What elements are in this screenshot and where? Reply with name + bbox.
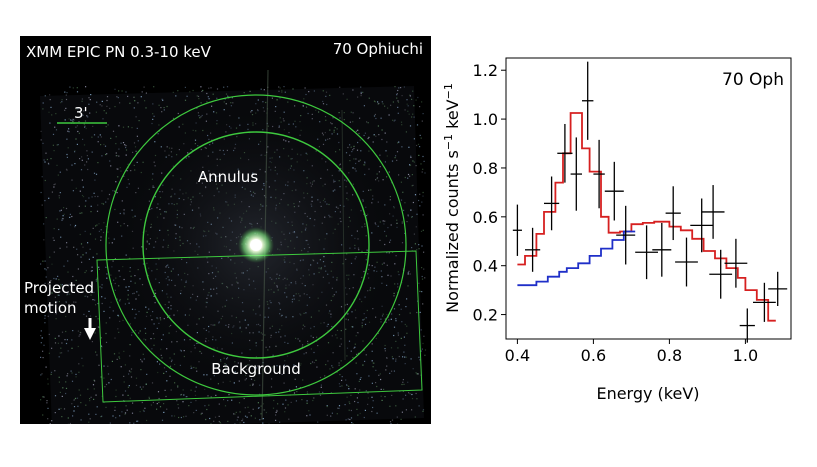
data-point bbox=[690, 198, 714, 253]
y-axis-label-main: Normalized counts s bbox=[443, 150, 462, 313]
source-core bbox=[250, 239, 262, 251]
annulus-region[interactable] bbox=[142, 131, 370, 359]
scale-label: 3' bbox=[74, 104, 88, 122]
data-point bbox=[724, 238, 748, 288]
y-tick-label: 0.2 bbox=[473, 306, 498, 325]
data-point bbox=[512, 204, 522, 256]
data-point bbox=[652, 222, 672, 277]
underlying-component-step-line bbox=[517, 230, 636, 287]
y-axis-label-exp2: −1 bbox=[442, 83, 455, 99]
annulus-label: Annulus bbox=[198, 168, 258, 186]
readout-streak-2 bbox=[341, 109, 346, 361]
data-point bbox=[570, 137, 582, 211]
chart-title: 70 Oph bbox=[722, 70, 784, 90]
data-point bbox=[709, 249, 733, 299]
data-point bbox=[604, 161, 624, 221]
x-axis-ticks: 0.4 0.6 0.8 1.0 bbox=[505, 339, 758, 365]
y-axis-label: Normalized counts s−1 keV−1 bbox=[442, 83, 462, 313]
plot-frame bbox=[505, 57, 792, 340]
y-axis-label-exp1: −1 bbox=[442, 134, 455, 150]
data-point bbox=[582, 61, 594, 140]
spectrum-chart: 0.2 0.4 0.6 0.8 1.0 1.2 0.4 0.6 0.8 1.0 70 Oph E… bbox=[442, 57, 792, 403]
y-tick-label: 1.0 bbox=[473, 110, 498, 129]
xray-image-panel: XMM EPIC PN 0.3-10 keV 70 Ophiuchi 3' An… bbox=[20, 36, 431, 424]
outer-circle-region[interactable] bbox=[105, 94, 407, 396]
x-axis-label: Energy (keV) bbox=[596, 384, 699, 403]
y-tick-label: 1.2 bbox=[473, 61, 498, 80]
data-point bbox=[616, 205, 636, 265]
data-point bbox=[768, 271, 788, 307]
y-axis-label-mid: keV bbox=[443, 99, 462, 134]
data-point bbox=[701, 185, 725, 239]
y-tick-label: 0.6 bbox=[473, 208, 498, 227]
data-point bbox=[675, 237, 698, 287]
data-point bbox=[525, 227, 541, 272]
data-point bbox=[544, 176, 560, 231]
y-tick-label: 0.4 bbox=[473, 257, 498, 276]
motion-label-line1: Projected bbox=[24, 279, 94, 297]
x-tick-label: 0.4 bbox=[505, 346, 530, 365]
x-tick-label: 0.6 bbox=[581, 346, 606, 365]
data-point bbox=[593, 139, 605, 209]
background-label: Background bbox=[211, 360, 301, 378]
image-title: XMM EPIC PN 0.3-10 keV bbox=[26, 43, 212, 61]
data-point bbox=[739, 308, 755, 343]
y-tick-label: 0.8 bbox=[473, 159, 498, 178]
x-tick-label: 1.0 bbox=[733, 346, 758, 365]
data-point bbox=[635, 225, 658, 280]
motion-label-line2: motion bbox=[24, 299, 77, 317]
data-points bbox=[512, 61, 788, 343]
data-point bbox=[665, 186, 681, 241]
y-axis-ticks: 0.2 0.4 0.6 0.8 1.0 1.2 bbox=[473, 61, 506, 325]
data-point bbox=[753, 282, 776, 322]
x-tick-label: 0.8 bbox=[657, 346, 682, 365]
data-point bbox=[557, 123, 573, 183]
background-box-region[interactable] bbox=[96, 250, 423, 403]
image-target: 70 Ophiuchi bbox=[333, 40, 423, 58]
